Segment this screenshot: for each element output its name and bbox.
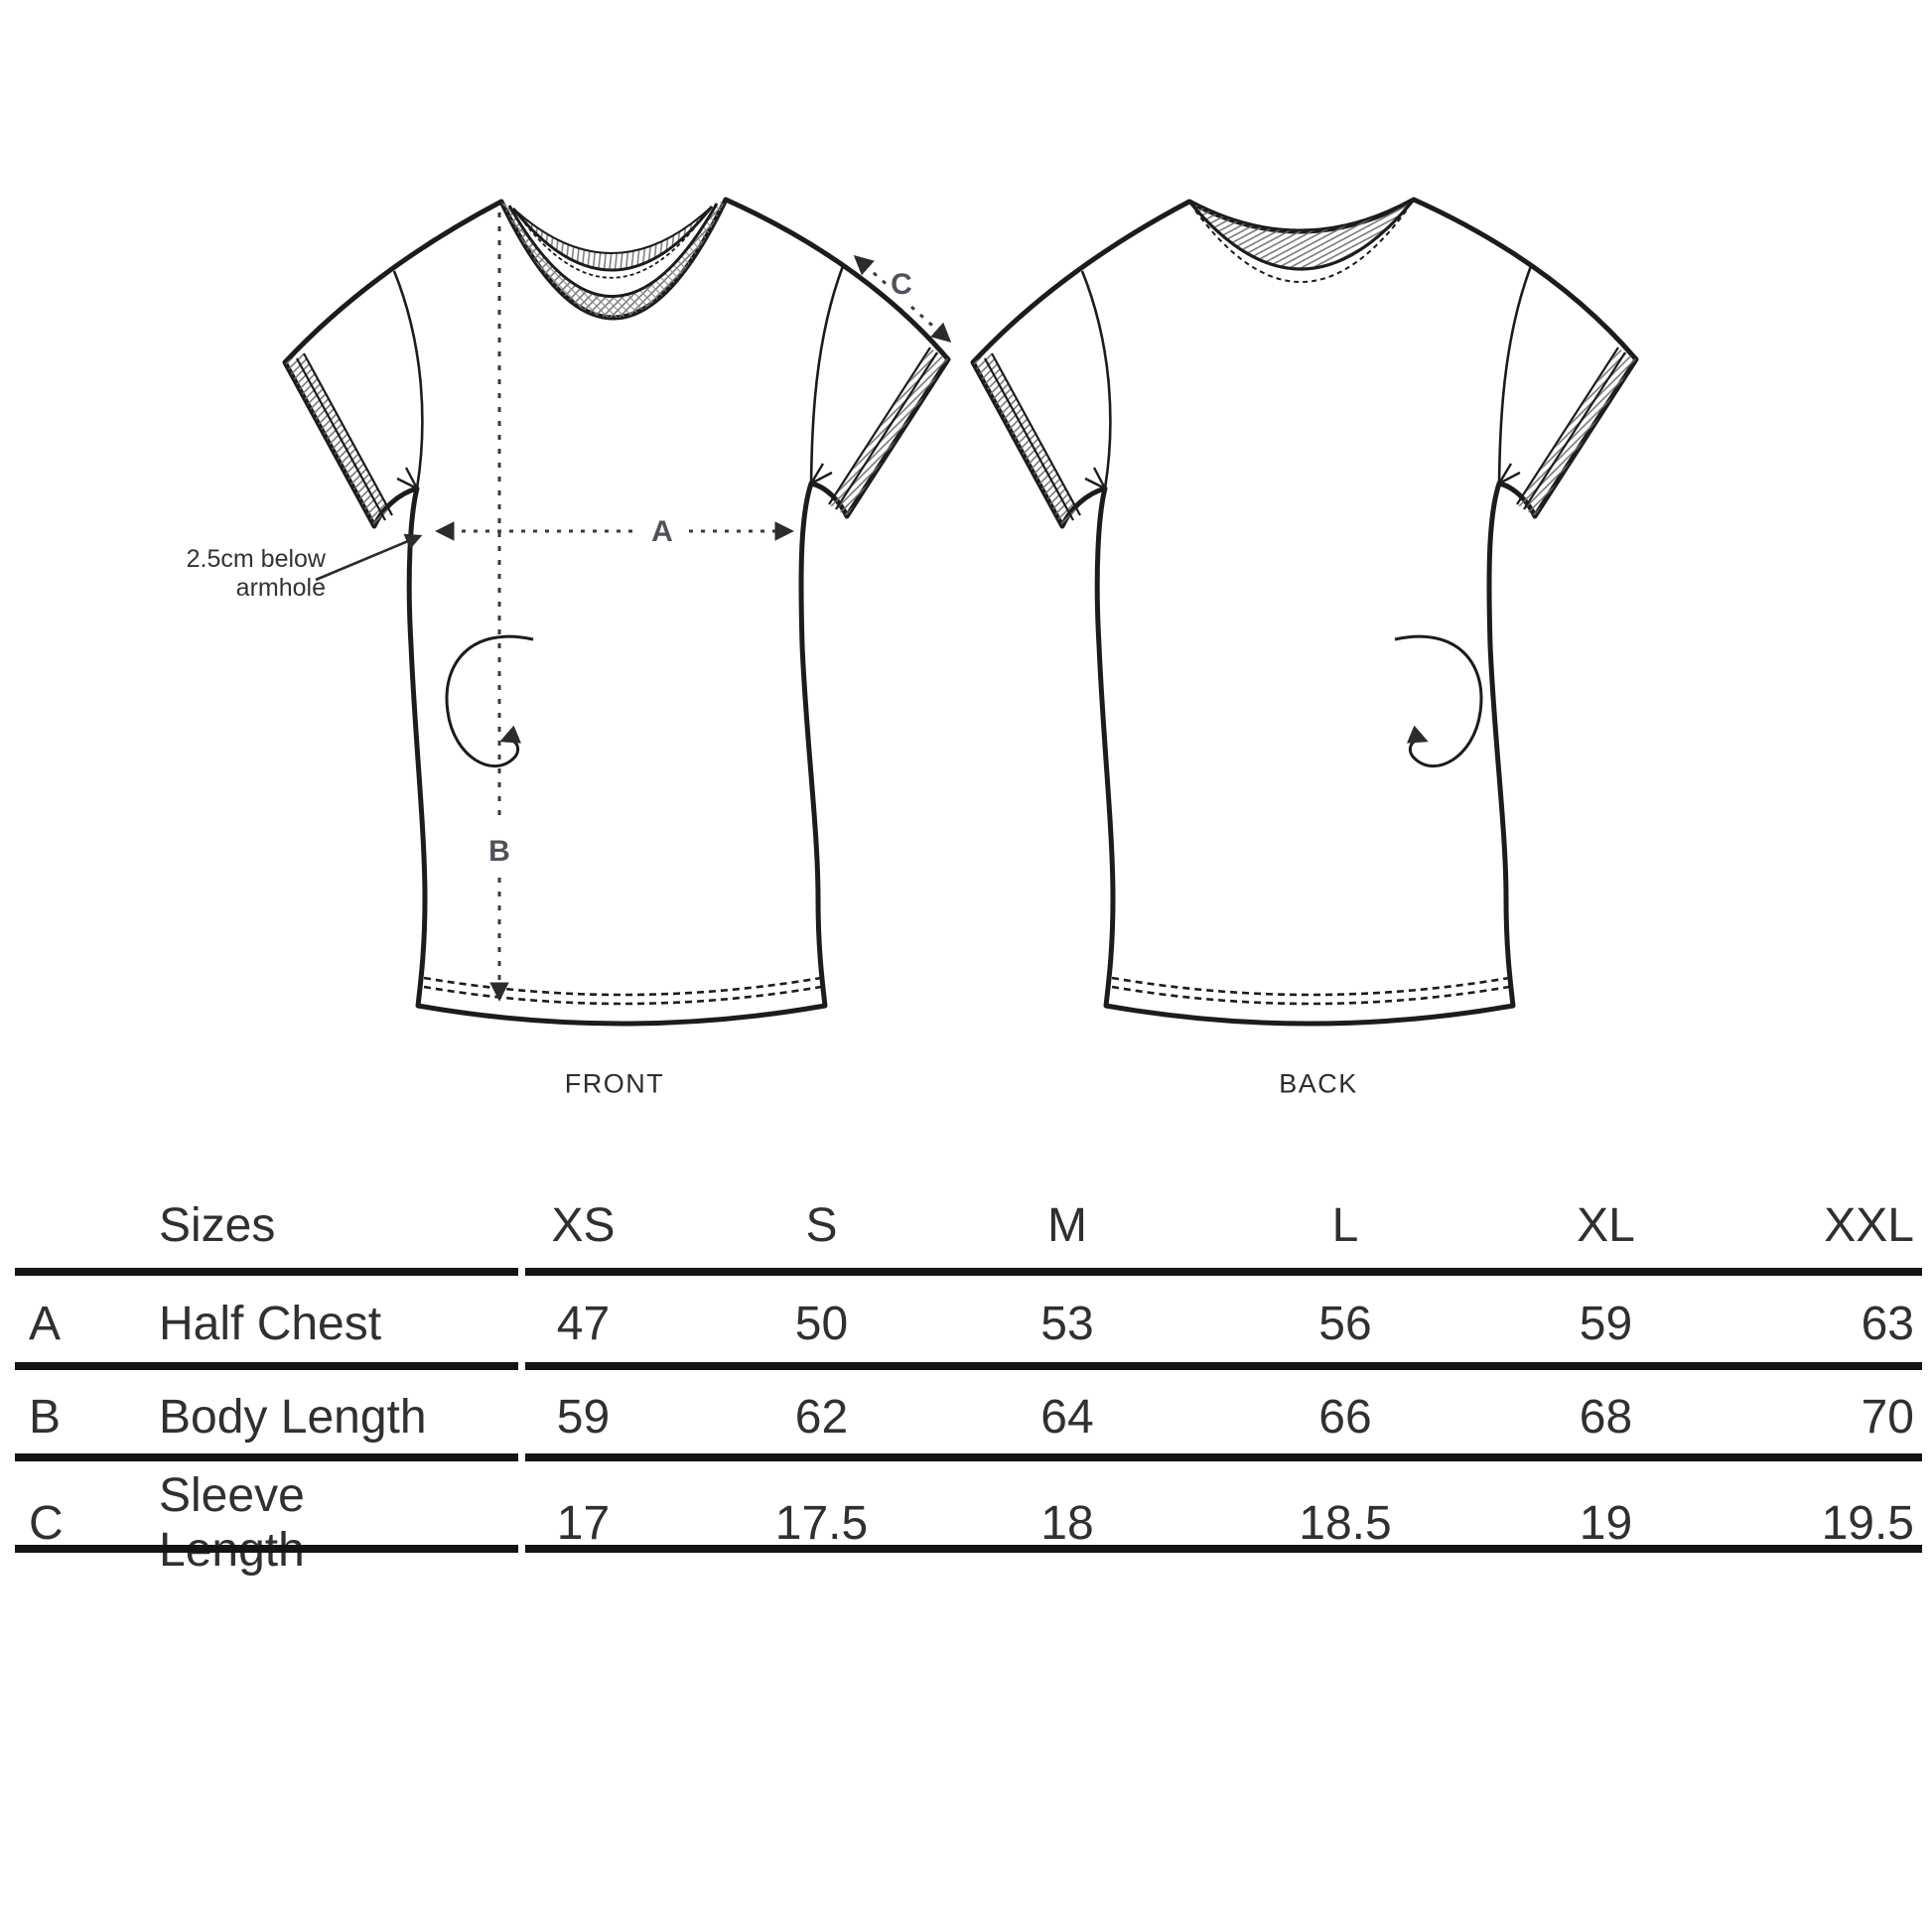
size-col-header-m: M <box>1047 1198 1087 1252</box>
back-view-label: BACK <box>1279 1068 1358 1099</box>
cell-value: 56 <box>1318 1298 1372 1350</box>
cell-value: 68 <box>1579 1390 1633 1444</box>
size-col-header-xl: XL <box>1577 1198 1635 1252</box>
back-collar <box>1187 198 1416 283</box>
cell-value: 17.5 <box>774 1496 869 1550</box>
size-col-header-xxl: XXL <box>1824 1198 1914 1252</box>
cell-value: 17 <box>556 1496 611 1550</box>
cell-value: 59 <box>556 1390 611 1444</box>
table-rule <box>15 1268 1922 1276</box>
cell-value: 19 <box>1579 1496 1633 1550</box>
row-label: Body Length <box>159 1390 427 1444</box>
table-header-row: Sizes XS S M L XL XXL <box>15 1185 1922 1265</box>
table-rule-segment <box>525 1362 1922 1370</box>
back-curl-arrow <box>1394 634 1483 768</box>
size-col-header-xs: XS <box>551 1198 616 1252</box>
armhole-note-line1: 2.5cm below <box>186 545 326 573</box>
front-shirt-drawing <box>282 197 952 1027</box>
cell-value: 63 <box>1861 1298 1914 1350</box>
table-rule-segment <box>525 1268 1922 1276</box>
table-rule-segment <box>15 1453 518 1461</box>
table-rule <box>15 1453 1922 1461</box>
table-rule-segment <box>15 1268 518 1276</box>
row-letter: C <box>29 1496 64 1550</box>
measure-label-b: B <box>488 835 510 868</box>
table-rule-segment <box>15 1545 518 1553</box>
table-rule-segment <box>525 1453 1922 1461</box>
cell-value: 18.5 <box>1299 1496 1392 1550</box>
cell-value: 47 <box>556 1298 611 1350</box>
measure-label-a: A <box>651 515 673 548</box>
size-col-header-s: S <box>805 1198 838 1252</box>
armhole-note: 2.5cm below armhole <box>149 545 326 603</box>
front-shirt-outline <box>282 197 951 1027</box>
front-collar <box>501 200 726 319</box>
row-letter: B <box>29 1390 62 1444</box>
sizes-header: Sizes <box>159 1198 276 1252</box>
armhole-note-arrow <box>315 533 423 582</box>
cell-value: 18 <box>1040 1496 1094 1550</box>
armhole-note-line2: armhole <box>235 574 326 602</box>
measure-label-c: C <box>891 268 912 301</box>
cell-value: 66 <box>1318 1390 1372 1444</box>
cell-value: 70 <box>1861 1390 1914 1444</box>
table-row-sleeve-length: C Sleeve Length 17 17.5 18 18.5 19 19.5 <box>15 1468 1922 1577</box>
row-label: Half Chest <box>159 1298 382 1350</box>
back-shirt-outline <box>970 197 1639 1027</box>
front-view-label: FRONT <box>564 1068 665 1099</box>
cell-value: 62 <box>794 1390 849 1444</box>
measure-line-c <box>853 255 952 343</box>
table-rule-segment <box>525 1545 1922 1553</box>
table-rule-segment <box>15 1362 518 1370</box>
back-shirt-drawing <box>970 197 1639 1027</box>
table-row-half-chest: A Half Chest 47 50 53 56 59 63 <box>15 1282 1922 1366</box>
row-label: Sleeve Length <box>159 1469 305 1577</box>
table-row-body-length: B Body Length 59 62 64 66 68 70 <box>15 1376 1922 1457</box>
table-rule <box>15 1362 1922 1370</box>
table-rule <box>15 1545 1922 1553</box>
size-col-header-l: L <box>1331 1198 1359 1252</box>
cell-value: 64 <box>1040 1390 1094 1444</box>
cell-value: 53 <box>1040 1298 1094 1350</box>
cell-value: 59 <box>1579 1298 1633 1350</box>
front-curl-arrow <box>445 634 534 768</box>
cell-value: 19.5 <box>1821 1496 1914 1550</box>
row-letter: A <box>29 1298 62 1350</box>
cell-value: 50 <box>794 1298 849 1350</box>
size-table: Sizes XS S M L XL XXL A Half Chest 47 50… <box>15 1185 1922 1577</box>
